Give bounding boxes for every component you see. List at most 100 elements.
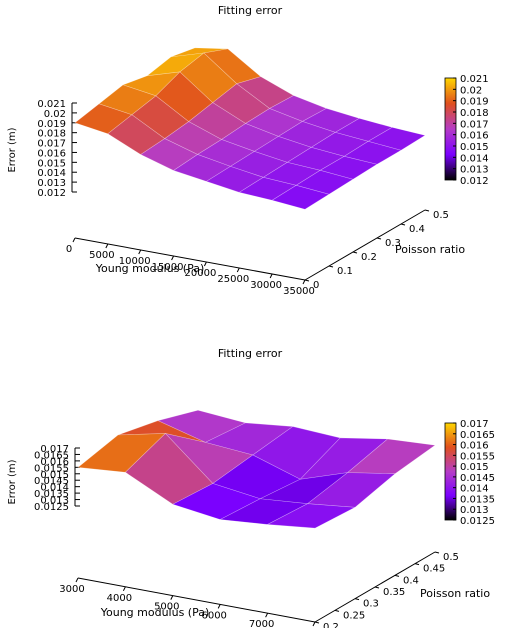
y-tick-label: 0.1: [337, 266, 353, 277]
z-tick-label: 0.016: [37, 148, 66, 159]
x-tick: [138, 249, 142, 255]
x-axis: [77, 577, 316, 623]
colorbar-tick-label: 0.0165: [460, 430, 495, 441]
y-tick: [334, 609, 340, 612]
x-tick-label: 10000: [119, 256, 151, 267]
z-tick-label: 0.02: [44, 109, 66, 120]
y-tick: [314, 621, 320, 624]
colorbar-tick-label: 0.013: [460, 165, 489, 176]
colorbar: [444, 422, 457, 521]
surface-patch: [346, 438, 436, 474]
x-tick-label: 4000: [107, 593, 132, 604]
y-tick-label: 0.25: [343, 610, 365, 621]
colorbar-tick-label: 0.012: [460, 176, 489, 187]
colorbar-tick-label: 0.014: [460, 153, 489, 164]
x-tick: [312, 621, 316, 627]
z-tick-label: 0.012: [37, 188, 66, 199]
x-tick-label: 20000: [185, 268, 217, 279]
x-axis-label: Young modulus (Pa): [95, 262, 205, 275]
colorbar-tick-label: 0.0135: [460, 494, 495, 505]
x-tick-label: 15000: [152, 262, 184, 273]
z-tick-label: 0.0125: [34, 502, 69, 513]
z-tick-label: 0.0135: [34, 489, 69, 500]
y-tick-label: 0.4: [409, 224, 425, 235]
x-tick-label: 6000: [201, 610, 226, 621]
x-tick-label: 5000: [154, 602, 179, 613]
colorbar: [444, 77, 457, 181]
y-tick-label: 0.45: [423, 564, 445, 575]
z-tick-label: 0.015: [37, 158, 66, 169]
chart-title: Fitting error: [218, 4, 283, 17]
y-tick: [434, 551, 440, 554]
x-tick: [302, 279, 306, 285]
colorbar-tick-label: 0.015: [460, 462, 489, 473]
y-axis: [304, 209, 426, 281]
y-tick-label: 0.35: [383, 587, 405, 598]
z-tick-label: 0.013: [37, 178, 66, 189]
y-tick-label: 0.5: [443, 552, 459, 563]
x-tick-label: 5000: [89, 250, 114, 261]
colorbar-tick-label: 0.018: [460, 108, 489, 119]
z-tick-label: 0.017: [40, 444, 69, 455]
colorbar-tick-label: 0.015: [460, 142, 489, 153]
z-tick-label: 0.018: [37, 129, 66, 140]
surface-patch: [306, 472, 396, 508]
z-tick-label: 0.014: [37, 168, 66, 179]
x-tick: [269, 273, 273, 279]
x-tick: [72, 237, 76, 243]
z-axis-label: Error (m): [7, 127, 18, 172]
z-tick-label: 0.0145: [34, 476, 69, 487]
y-tick-label: 0.3: [385, 238, 401, 249]
z-tick-label: 0.015: [40, 470, 69, 481]
y-tick: [400, 223, 406, 226]
x-tick-label: 25000: [217, 274, 249, 285]
y-tick: [328, 265, 334, 268]
y-axis-label: Poisson ratio: [420, 587, 490, 600]
surface-patch: [367, 127, 426, 151]
x-tick-label: 30000: [250, 280, 282, 291]
colorbar-tick-label: 0.019: [460, 97, 489, 108]
x-tick: [236, 267, 240, 273]
z-axis-label: Error (m): [7, 459, 18, 504]
x-tick: [105, 243, 109, 249]
colorbar-tick-label: 0.02: [460, 85, 482, 96]
z-tick-label: 0.021: [37, 99, 66, 110]
y-tick-label: 0.2: [323, 622, 339, 628]
x-tick-label: 7000: [249, 619, 274, 628]
x-tick: [217, 604, 221, 609]
y-tick: [352, 251, 358, 254]
x-tick-label: 3000: [59, 584, 84, 595]
colorbar-tick-label: 0.0125: [460, 516, 495, 527]
x-tick: [170, 595, 174, 600]
colorbar-tick-label: 0.021: [460, 74, 489, 85]
y-tick-label: 0.4: [403, 575, 419, 586]
y-axis-label: Poisson ratio: [395, 243, 465, 256]
x-tick: [265, 612, 269, 618]
y-tick: [424, 209, 430, 212]
z-tick-label: 0.016: [40, 457, 69, 468]
z-tick-label: 0.0165: [34, 450, 69, 461]
z-tick-label: 0.017: [37, 139, 66, 150]
colorbar-tick-label: 0.0145: [460, 473, 495, 484]
x-tick: [171, 255, 175, 261]
x-axis-label: Young modulus (Pa): [100, 606, 210, 619]
colorbar-tick-label: 0.016: [460, 131, 489, 142]
y-tick: [354, 598, 360, 601]
y-tick: [394, 574, 400, 577]
surface-patch: [266, 503, 357, 529]
y-tick: [414, 563, 420, 566]
x-tick: [203, 261, 207, 267]
colorbar-tick-label: 0.013: [460, 505, 489, 516]
y-tick: [374, 586, 380, 589]
y-tick-label: 0.2: [361, 252, 377, 263]
y-tick: [304, 279, 310, 282]
x-tick: [75, 577, 79, 583]
y-tick-label: 0: [313, 280, 319, 291]
y-tick-label: 0.5: [433, 210, 449, 221]
z-tick-label: 0.013: [40, 496, 69, 507]
y-tick: [376, 237, 382, 240]
x-tick-label: 0: [66, 244, 72, 255]
chart-title: Fitting error: [218, 347, 283, 360]
x-tick-label: 35000: [283, 286, 315, 297]
